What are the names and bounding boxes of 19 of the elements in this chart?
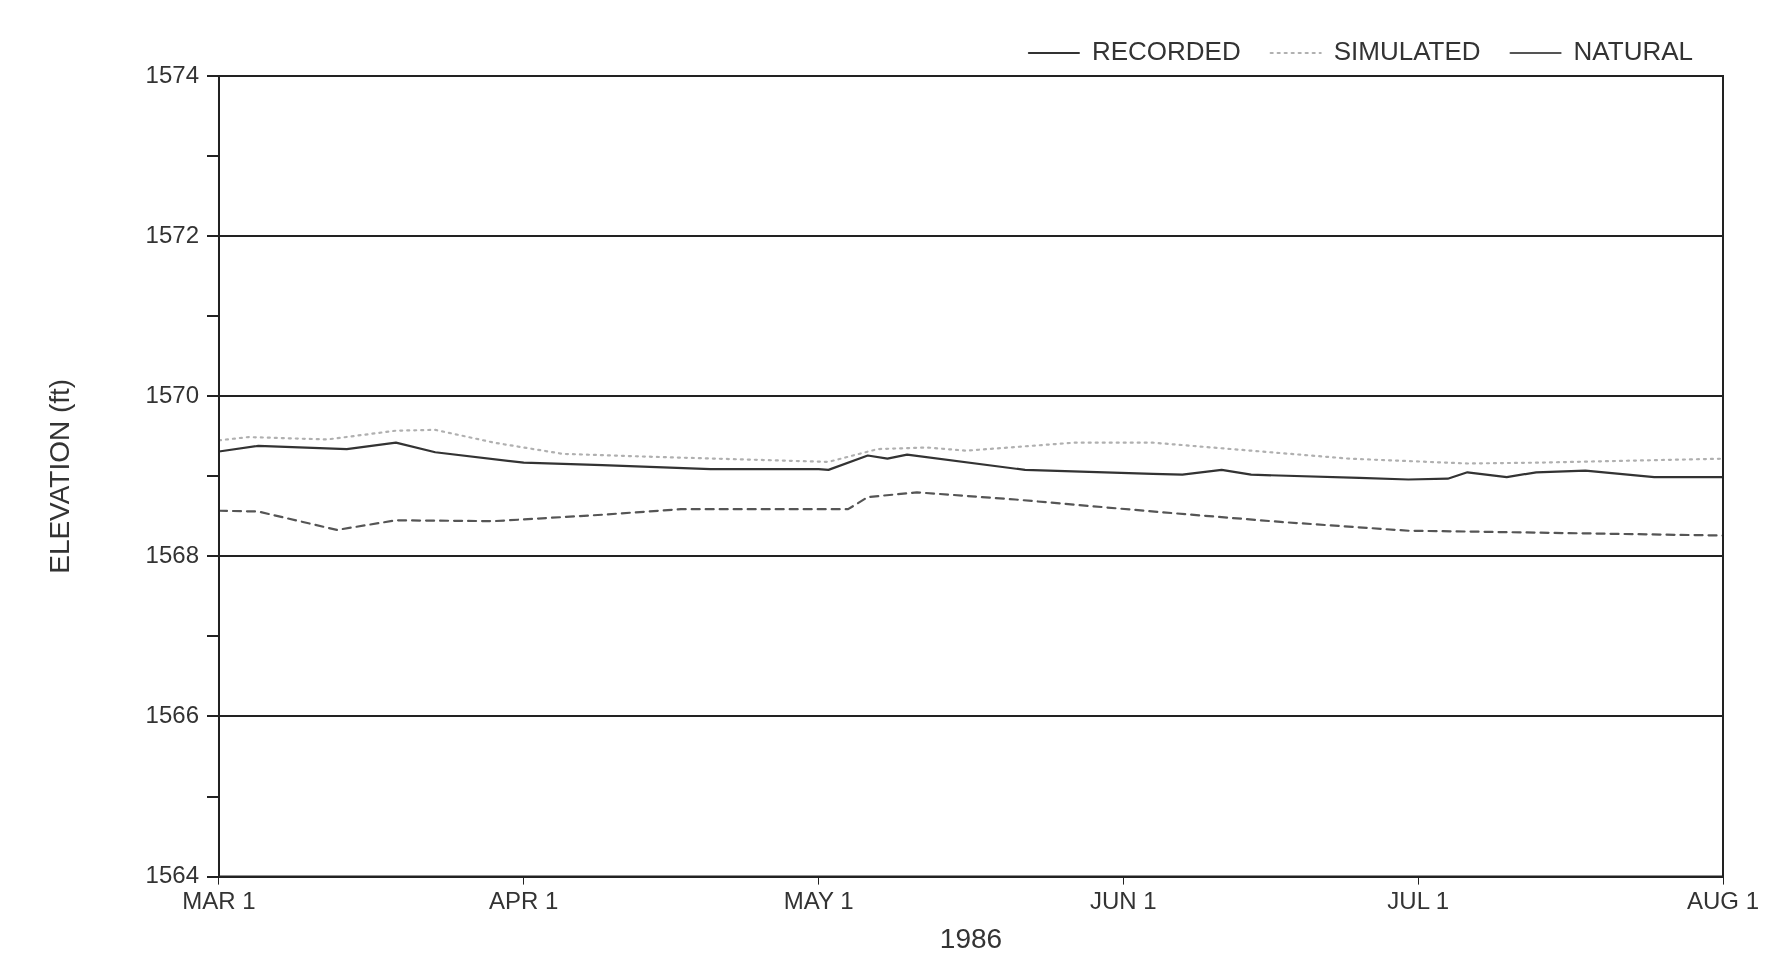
line-series bbox=[218, 491, 1723, 537]
y-tick-label: 1572 bbox=[145, 220, 199, 248]
x-tick-label: JUL 1 bbox=[1387, 886, 1450, 914]
x-tick-label: MAR 1 bbox=[182, 886, 256, 914]
x-axis-title: 1986 bbox=[939, 922, 1003, 954]
legend-label: NATURAL bbox=[1573, 36, 1694, 67]
y-tick-label: 1570 bbox=[145, 380, 199, 408]
y-tick-label: 1564 bbox=[145, 861, 199, 889]
y-tick-label: 1566 bbox=[145, 701, 199, 729]
x-tick-label: MAY 1 bbox=[783, 886, 854, 914]
line-series bbox=[218, 428, 1723, 465]
y-tick-label: 1568 bbox=[145, 540, 199, 568]
x-tick-label: JUN 1 bbox=[1090, 886, 1157, 914]
x-tick-label: AUG 1 bbox=[1686, 886, 1760, 914]
y-axis-title: ELEVATION (ft) bbox=[43, 378, 75, 574]
legend-label: SIMULATED bbox=[1333, 36, 1481, 67]
x-tick-label: APR 1 bbox=[489, 886, 559, 914]
legend-label: RECORDED bbox=[1091, 36, 1241, 67]
y-tick-label: 1574 bbox=[145, 60, 199, 88]
